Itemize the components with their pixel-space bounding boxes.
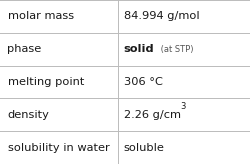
Text: (at STP): (at STP) — [158, 45, 194, 54]
Text: 306 °C: 306 °C — [124, 77, 162, 87]
Text: molar mass: molar mass — [8, 11, 74, 21]
Text: 2.26 g/cm: 2.26 g/cm — [124, 110, 180, 120]
Text: phase: phase — [8, 44, 42, 54]
Text: density: density — [8, 110, 50, 120]
Text: 84.994 g/mol: 84.994 g/mol — [124, 11, 199, 21]
Text: melting point: melting point — [8, 77, 84, 87]
Text: solid: solid — [124, 44, 154, 54]
Text: soluble: soluble — [124, 143, 164, 153]
Text: 3: 3 — [180, 102, 186, 111]
Text: solubility in water: solubility in water — [8, 143, 109, 153]
